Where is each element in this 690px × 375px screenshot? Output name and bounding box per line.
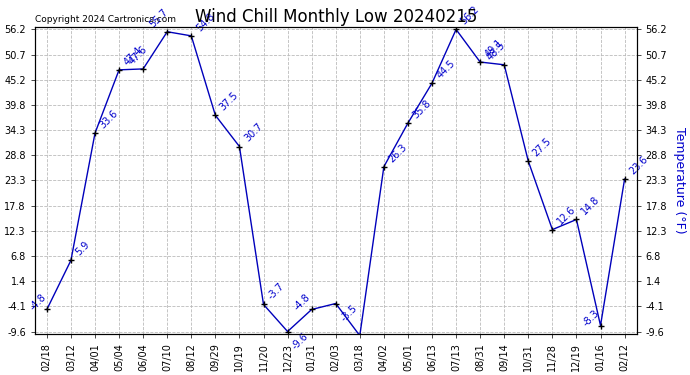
Text: 56.2: 56.2	[459, 4, 481, 27]
Text: 54.8: 54.8	[194, 11, 217, 33]
Text: -8.3: -8.3	[581, 308, 602, 328]
Text: 49.1: 49.1	[483, 37, 505, 59]
Text: -9.6: -9.6	[290, 331, 310, 351]
Text: -3.5: -3.5	[339, 303, 359, 323]
Text: 33.6: 33.6	[98, 108, 120, 130]
Y-axis label: Temperature (°F): Temperature (°F)	[673, 127, 686, 234]
Text: 55.7: 55.7	[148, 6, 170, 29]
Text: 30.7: 30.7	[242, 122, 264, 144]
Title: Wind Chill Monthly Low 20240215: Wind Chill Monthly Low 20240215	[195, 8, 477, 26]
Text: -4.8: -4.8	[292, 292, 313, 312]
Text: 48.5: 48.5	[485, 40, 507, 62]
Text: 5.9: 5.9	[74, 240, 92, 258]
Text: Copyright 2024 Cartronics.com: Copyright 2024 Cartronics.com	[34, 15, 176, 24]
Text: -3.7: -3.7	[266, 281, 287, 302]
Text: 35.8: 35.8	[411, 98, 433, 120]
Text: 23.6: 23.6	[627, 154, 650, 176]
Text: 27.5: 27.5	[531, 136, 553, 158]
Text: -10.5: -10.5	[0, 374, 1, 375]
Text: 47.6: 47.6	[126, 44, 149, 66]
Text: 44.5: 44.5	[435, 58, 457, 80]
Text: 47.4: 47.4	[122, 45, 144, 67]
Text: 37.5: 37.5	[218, 90, 241, 112]
Text: 26.3: 26.3	[386, 142, 409, 164]
Text: 14.8: 14.8	[579, 195, 602, 217]
Text: 12.6: 12.6	[555, 204, 578, 227]
Text: -4.8: -4.8	[28, 292, 48, 312]
